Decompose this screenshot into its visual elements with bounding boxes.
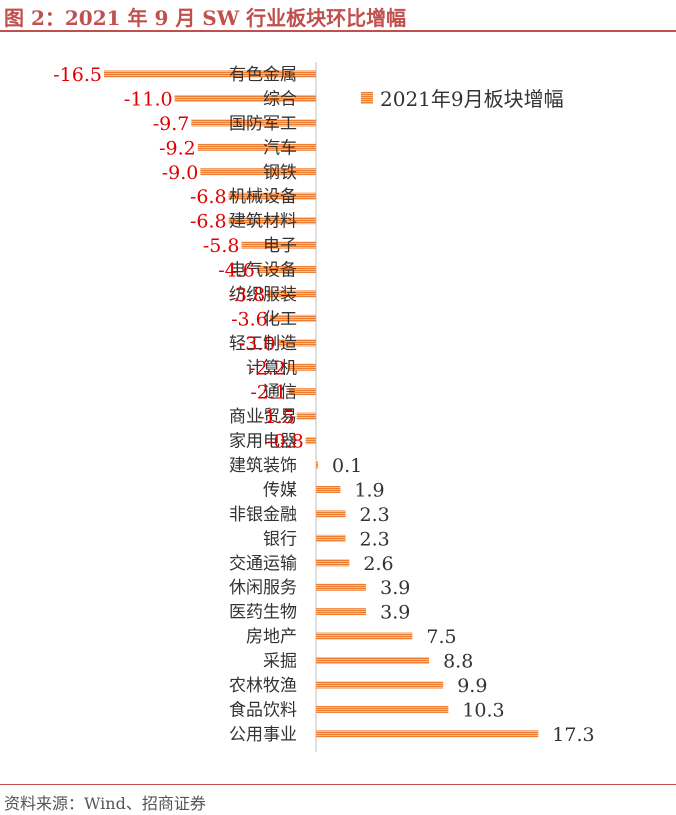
bar xyxy=(228,192,316,200)
category-label: 建筑装饰 xyxy=(229,456,297,476)
value-label: -6.8 xyxy=(190,186,227,208)
bar xyxy=(277,339,316,347)
value-label: -11.0 xyxy=(124,88,173,110)
value-label: 17.3 xyxy=(552,724,594,746)
category-labels-layer: 有色金属综合国防军工汽车钢铁机械设备建筑材料电子电气设备纺织服装化工轻工制造计算… xyxy=(229,65,297,745)
bar xyxy=(267,290,316,298)
category-label: 房地产 xyxy=(246,627,297,647)
value-label: -9.7 xyxy=(153,113,190,135)
figure-title: 图 2：2021 年 9 月 SW 行业板块环比增幅 xyxy=(4,6,407,30)
legend-label: 2021年9月板块增幅 xyxy=(380,87,564,111)
bar xyxy=(316,583,367,591)
value-label: -3.0 xyxy=(239,333,276,355)
category-label: 国防军工 xyxy=(229,114,297,134)
bar xyxy=(287,363,316,371)
bar xyxy=(316,510,346,518)
category-label: 通信 xyxy=(263,383,297,403)
category-label: 纺织服装 xyxy=(229,285,297,305)
category-label: 银行 xyxy=(263,529,297,549)
category-label: 食品饮料 xyxy=(229,700,297,720)
category-label: 传媒 xyxy=(263,480,297,500)
value-label: 1.9 xyxy=(354,479,384,501)
value-label: -4.6 xyxy=(218,260,255,282)
bar xyxy=(256,266,316,274)
value-label: 2.3 xyxy=(360,504,390,526)
value-label: 3.9 xyxy=(380,602,410,624)
bar xyxy=(316,559,350,567)
category-label: 化工 xyxy=(263,309,297,329)
value-label: -3.8 xyxy=(229,284,266,306)
value-label: 8.8 xyxy=(443,651,473,673)
value-label: -2.1 xyxy=(250,382,287,404)
bar xyxy=(316,485,341,493)
category-label: 钢铁 xyxy=(263,163,297,183)
bar xyxy=(296,412,316,420)
category-label: 家用电器 xyxy=(229,432,297,452)
bar-chart: 有色金属综合国防军工汽车钢铁机械设备建筑材料电子电气设备纺织服装化工轻工制造计算… xyxy=(53,62,595,752)
bar xyxy=(316,681,444,689)
category-label: 汽车 xyxy=(263,138,297,158)
bars-layer xyxy=(103,62,539,752)
category-label: 轻工制造 xyxy=(229,334,297,354)
bar xyxy=(200,168,316,176)
value-label: -16.5 xyxy=(53,64,102,86)
bar xyxy=(191,119,316,127)
value-label: 10.3 xyxy=(462,699,504,721)
bar xyxy=(316,608,367,616)
source-rule xyxy=(0,784,676,785)
category-label: 非银金融 xyxy=(229,505,297,525)
legend-swatch xyxy=(361,92,373,104)
value-label: -6.8 xyxy=(190,211,227,233)
category-label: 交通运输 xyxy=(229,554,297,574)
value-label: -0.8 xyxy=(267,431,304,453)
category-label: 有色金属 xyxy=(229,65,297,85)
source-note: 资料来源：Wind、招商证券 xyxy=(4,794,206,813)
bar xyxy=(269,314,316,322)
title-rule xyxy=(0,30,676,32)
category-label: 医药生物 xyxy=(229,603,297,623)
category-label: 休闲服务 xyxy=(229,578,297,598)
legend: 2021年9月板块增幅 xyxy=(361,87,564,111)
value-label: 9.9 xyxy=(457,675,487,697)
bar xyxy=(316,730,539,738)
bar xyxy=(228,217,316,225)
value-label: 2.3 xyxy=(360,528,390,550)
bar xyxy=(316,632,413,640)
bar xyxy=(241,241,316,249)
category-label: 综合 xyxy=(263,89,297,109)
category-label: 建筑材料 xyxy=(229,212,297,232)
category-label: 采掘 xyxy=(263,652,297,672)
category-label: 电子 xyxy=(263,236,297,256)
category-label: 计算机 xyxy=(246,358,297,378)
value-label: -3.6 xyxy=(231,308,268,330)
value-label: -9.0 xyxy=(162,162,199,184)
category-label: 电气设备 xyxy=(229,261,297,281)
category-label: 商业贸易 xyxy=(229,407,297,427)
value-label: -9.2 xyxy=(159,137,196,159)
bar xyxy=(316,657,430,665)
bar xyxy=(174,94,316,102)
value-label: 7.5 xyxy=(426,626,456,648)
value-label: 0.1 xyxy=(332,455,362,477)
category-label: 公用事业 xyxy=(229,725,297,745)
bar xyxy=(103,70,316,78)
bar xyxy=(316,534,346,542)
value-label: -2.2 xyxy=(249,357,286,379)
bar xyxy=(305,437,316,445)
bar xyxy=(197,143,316,151)
value-label: -5.8 xyxy=(203,235,240,257)
value-label: -1.5 xyxy=(258,406,295,428)
value-label: 3.9 xyxy=(380,577,410,599)
bar xyxy=(316,461,318,469)
value-label: 2.6 xyxy=(363,553,393,575)
category-label: 农林牧渔 xyxy=(229,676,297,696)
category-label: 机械设备 xyxy=(229,187,297,207)
bar xyxy=(316,705,449,713)
value-labels-layer: -16.5-11.0-9.7-9.2-9.0-6.8-6.8-5.8-4.6-3… xyxy=(53,64,594,746)
bar xyxy=(289,388,316,396)
